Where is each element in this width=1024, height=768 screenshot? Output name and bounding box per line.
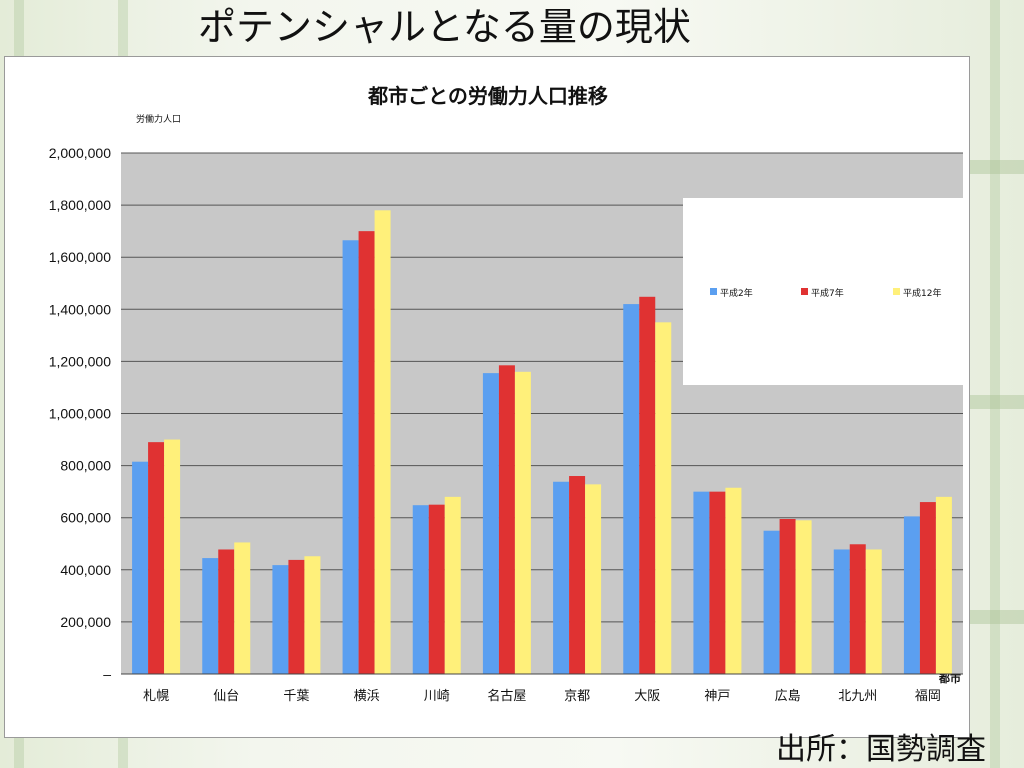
bar — [498, 365, 515, 674]
bar — [849, 544, 866, 674]
bar — [639, 296, 656, 674]
bar — [218, 549, 235, 674]
x-tick-label: 神戸 — [704, 689, 730, 704]
y-tick-label: 2,000,000 — [49, 145, 111, 161]
x-tick-label: 北九州 — [838, 689, 877, 704]
slide-title: ポテンシャルとなる量の現状 — [198, 5, 691, 49]
x-tick-label: 大阪 — [634, 689, 660, 704]
y-tick-label: – — [103, 666, 111, 682]
legend-swatch — [893, 288, 900, 295]
legend-label: 平成7年 — [811, 287, 844, 299]
y-tick-label: 1,000,000 — [49, 406, 111, 422]
bar-chart: 都市ごとの労働力人口推移 労働力人口 都市 –200,000400,000600… — [49, 84, 963, 704]
y-tick-label: 400,000 — [60, 562, 111, 578]
bar — [553, 481, 570, 674]
y-tick-label: 1,600,000 — [49, 249, 111, 265]
background-band — [960, 160, 1024, 174]
background-band — [960, 610, 1024, 624]
bar — [272, 565, 289, 674]
bar — [655, 322, 672, 674]
bar — [444, 496, 461, 674]
bar — [585, 484, 602, 674]
bar — [342, 240, 359, 674]
bar — [412, 505, 429, 674]
legend-label: 平成12年 — [903, 287, 941, 299]
bar — [234, 542, 251, 674]
x-tick-label: 名古屋 — [487, 688, 526, 704]
bar — [903, 516, 920, 674]
bar — [428, 504, 445, 674]
y-axis-label: 労働力人口 — [136, 113, 181, 125]
bar — [374, 210, 391, 674]
bar — [779, 519, 796, 674]
bar — [763, 530, 780, 674]
bar — [569, 476, 586, 674]
bar — [623, 304, 640, 674]
bar — [132, 461, 149, 674]
bar — [164, 439, 181, 674]
chart-title: 都市ごとの労働力人口推移 — [367, 84, 608, 108]
background-stalk — [990, 0, 1000, 768]
bar — [358, 231, 375, 674]
bar — [148, 442, 165, 674]
y-tick-label: 1,200,000 — [49, 353, 111, 369]
chart-frame: 都市ごとの労働力人口推移 労働力人口 都市 –200,000 400,000 600… — [4, 56, 970, 738]
bar — [693, 491, 710, 674]
x-tick-label: 広島 — [775, 689, 801, 704]
y-tick-label: 1,800,000 — [49, 197, 111, 213]
bar — [795, 520, 812, 674]
bar — [865, 549, 882, 674]
bar — [514, 371, 531, 674]
bar — [482, 373, 499, 674]
bar — [288, 559, 305, 674]
background-band — [960, 395, 1024, 409]
x-tick-label: 千葉 — [283, 689, 309, 704]
x-tick-label: 札幌 — [143, 688, 169, 704]
source-note: 出所：国勢調査 — [776, 732, 986, 767]
bar — [935, 496, 952, 674]
y-tick-label: 600,000 — [60, 510, 111, 526]
legend-label: 平成2年 — [720, 287, 753, 299]
y-tick-label: 800,000 — [60, 458, 111, 474]
x-tick-label: 横浜 — [354, 689, 380, 704]
bar — [833, 549, 850, 674]
x-tick-label: 福岡 — [915, 689, 941, 704]
bar — [304, 556, 321, 674]
x-tick-label: 仙台 — [213, 689, 239, 704]
y-tick-label: 1,400,000 — [49, 301, 111, 317]
legend-swatch — [801, 288, 808, 295]
x-tick-label: 京都 — [564, 689, 590, 704]
y-tick-label: 200,000 — [60, 614, 111, 630]
legend-swatch — [710, 288, 717, 295]
x-tick-label: 川崎 — [424, 689, 450, 704]
bar — [202, 558, 219, 674]
bar — [919, 502, 936, 674]
legend-box — [683, 198, 963, 385]
bar — [725, 487, 742, 674]
bar — [709, 491, 726, 674]
